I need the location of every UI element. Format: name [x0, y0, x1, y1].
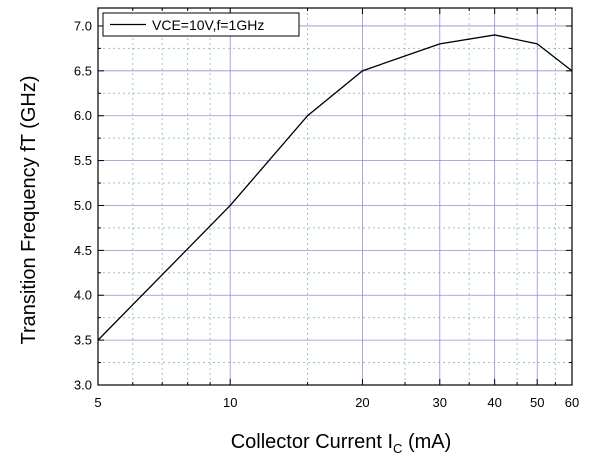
y-tick-label: 7.0 — [74, 18, 92, 33]
x-tick-label: 20 — [355, 395, 369, 410]
x-tick-label: 10 — [223, 395, 237, 410]
y-tick-label: 5.5 — [74, 153, 92, 168]
legend-series-label: VCE=10V,f=1GHz — [152, 17, 264, 33]
plot-area — [97, 34, 573, 341]
x-axis-title-main: Collector Current I — [231, 431, 393, 453]
x-axis-title-unit: (mA) — [402, 431, 451, 453]
x-tick-label: 50 — [530, 395, 544, 410]
series-line — [97, 34, 573, 341]
grid — [97, 8, 573, 386]
x-axis-title: Collector Current IC (mA) — [231, 431, 452, 456]
y-tick-label: 3.0 — [74, 378, 92, 393]
x-axis-title-subscript: C — [393, 441, 402, 456]
x-tick-label: 60 — [565, 395, 579, 410]
y-tick-label: 4.0 — [74, 288, 92, 303]
plot-frame — [97, 7, 573, 386]
y-tick-label: 6.5 — [74, 63, 92, 78]
y-tick-label: 5.0 — [74, 198, 92, 213]
x-tick-label: 5 — [94, 395, 101, 410]
x-tick-label: 40 — [487, 395, 501, 410]
y-axis-title: Transition Frequency fT (GHz) — [18, 76, 40, 345]
x-tick-label: 30 — [433, 395, 447, 410]
axes: 5 10 20 30 40 50 60 3.0 3.5 4.0 4.5 5.0 5.5 6.0 6.5 7.0 — [74, 7, 579, 410]
y-tick-label: 4.5 — [74, 243, 92, 258]
y-tick-label: 3.5 — [74, 333, 92, 348]
legend-box — [102, 12, 300, 37]
legend: VCE=10V,f=1GHz — [102, 12, 300, 37]
y-tick-label: 6.0 — [74, 108, 92, 123]
